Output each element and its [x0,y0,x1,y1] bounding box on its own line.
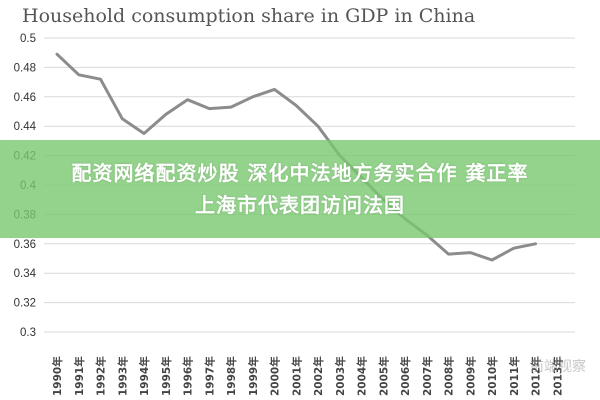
y-tick-label: 0.3 [20,327,36,339]
x-tick-label: 2001年 [290,356,303,396]
x-tick-label: 1994年 [138,356,151,396]
y-tick-label: 0.36 [14,239,36,251]
series-line [55,52,537,262]
x-tick-label: 2006年 [399,356,412,396]
x-tick-label: 2008年 [443,356,456,396]
overlay-text-line-2: 上海市代表团访问法国 [195,193,405,217]
x-tick-label: 2013年 [551,356,564,396]
chart-title: Household consumption share in GDP in Ch… [22,5,475,27]
x-tick-label: 1991年 [73,356,86,396]
x-tick-label: 2011年 [508,356,521,396]
x-tick-label: 1999年 [247,356,260,396]
x-axis-ticks: 1990年 1991年 1992年 1993年 1994年 1995年 1996年 1997年… [51,356,564,396]
x-tick-label: 1990年 [51,356,64,396]
x-tick-label: 1998年 [225,356,238,396]
x-tick-label: 2005年 [377,356,390,396]
y-tick-label: 0.32 [14,298,36,310]
x-tick-label: 1996年 [182,356,195,396]
x-tick-label: 2002年 [312,356,325,396]
x-tick-label: 1995年 [160,356,173,396]
x-tick-label: 2004年 [356,356,369,396]
series-layer [55,52,537,262]
x-tick-label: 2000年 [269,356,282,396]
y-tick-label: 0.34 [14,268,37,280]
x-tick-label: 2007年 [421,356,434,396]
overlay-text-line-1: 配资网络配资炒股 深化中法地方务实合作 龚正率 [71,161,529,185]
x-tick-label: 2012年 [530,356,543,396]
y-tick-label: 0.48 [14,62,36,74]
x-tick-label: 1997年 [203,356,216,396]
x-tick-label: 1993年 [116,356,129,396]
promo-overlay-banner: 配资网络配资炒股 深化中法地方务实合作 龚正率 上海市代表团访问法国 [0,140,600,238]
watermark: 前端视察 [530,359,586,375]
x-tick-label: 1992年 [95,356,108,396]
x-tick-label: 2009年 [464,356,477,396]
y-tick-label: 0.46 [14,92,36,104]
y-tick-label: 0.44 [14,121,37,133]
x-tick-label: 2003年 [334,356,347,396]
y-tick-label: 0.5 [20,33,36,45]
x-tick-label: 2010年 [486,356,499,396]
